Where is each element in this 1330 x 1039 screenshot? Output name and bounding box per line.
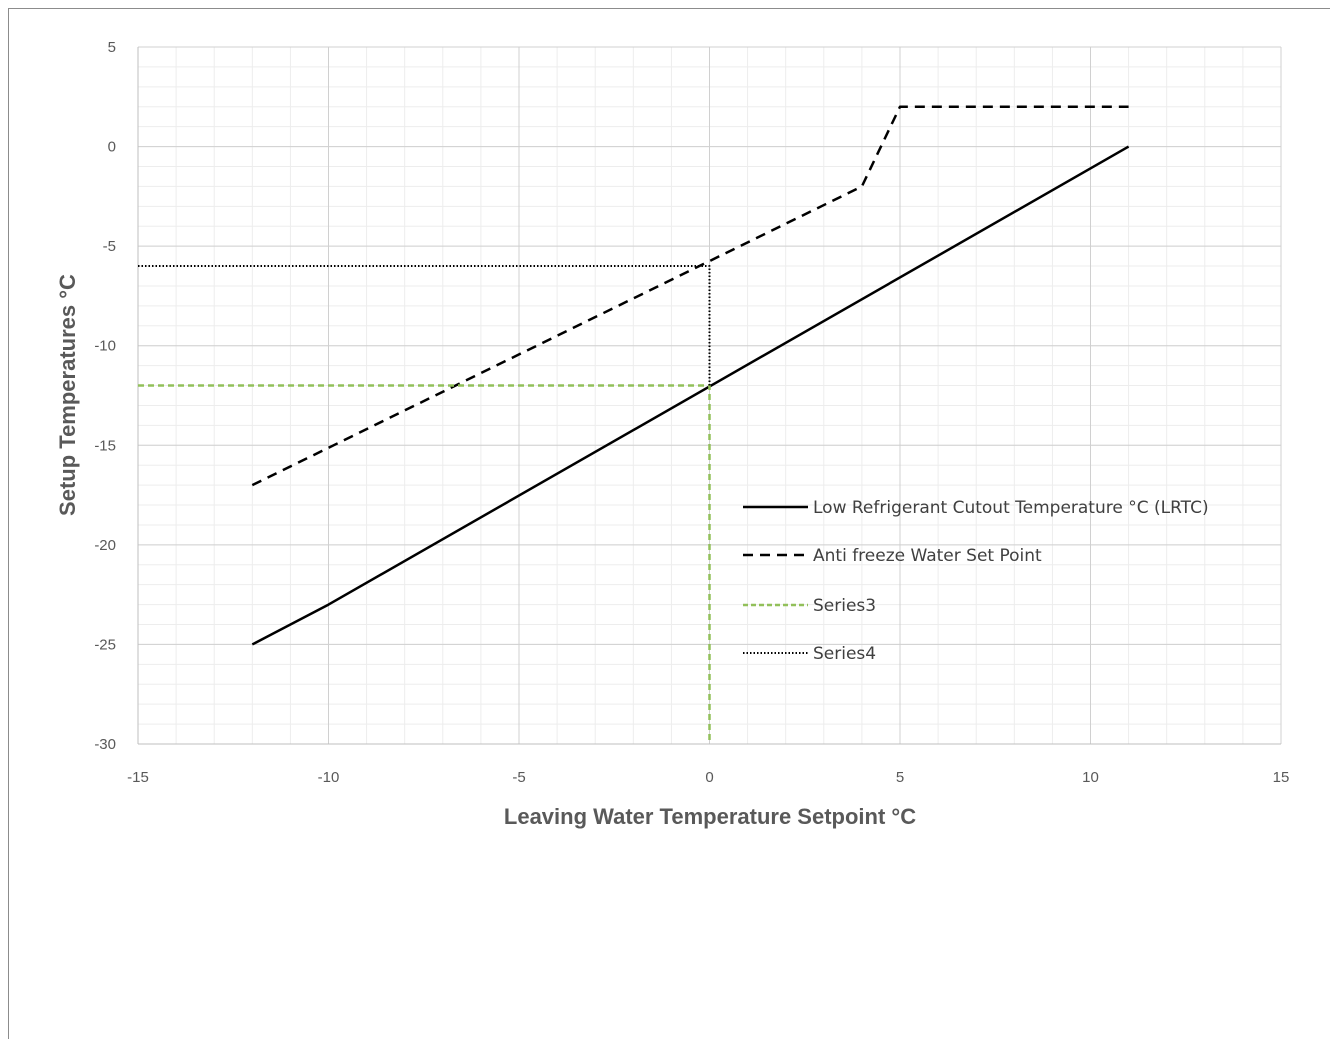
y-tick-label: -25 [94,636,116,653]
legend-label-antifreeze: Anti freeze Water Set Point [813,546,1042,566]
legend-item-series4: Series4 [743,644,876,664]
x-tick-label: 15 [1273,769,1290,786]
series-line-2 [251,105,1129,487]
legend-item-series3: Series3 [743,596,876,616]
y-tick-label: -15 [94,437,116,454]
legend-item-antifreeze: Anti freeze Water Set Point [743,546,1042,566]
y-tick-label: -5 [103,238,116,255]
x-tick-label: 10 [1082,769,1099,786]
y-tick-label: -20 [94,537,116,554]
legend: Low Refrigerant Cutout Temperature °C (L… [743,498,1209,664]
y-tick-label: -30 [94,736,116,753]
legend-label-series3: Series3 [813,596,876,616]
legend-label-series4: Series4 [813,644,876,664]
x-tick-label: 5 [896,769,904,786]
legend-item-lrtc: Low Refrigerant Cutout Temperature °C (L… [743,498,1209,518]
series-line-4 [138,265,711,386]
chart-frame [8,8,1330,1039]
tick-labels: -15 -10 -5 0 5 10 15 5 0 -5 -10 -15 -20 -25 -30 [94,39,1289,786]
series-layer [138,105,1130,744]
series-line-1 [251,145,1130,646]
y-tick-label: 0 [108,139,116,156]
x-tick-label: 0 [705,769,713,786]
axes [137,47,1281,745]
y-tick-label: 5 [108,39,116,56]
y-axis-title: Setup Temperatures °C [55,274,80,516]
x-tick-label: -5 [512,769,525,786]
legend-label-lrtc: Low Refrigerant Cutout Temperature °C (L… [813,498,1209,518]
x-tick-label: -10 [318,769,340,786]
x-tick-label: -15 [127,769,149,786]
y-tick-label: -10 [94,338,116,355]
x-axis-title: Leaving Water Temperature Setpoint °C [504,804,916,829]
